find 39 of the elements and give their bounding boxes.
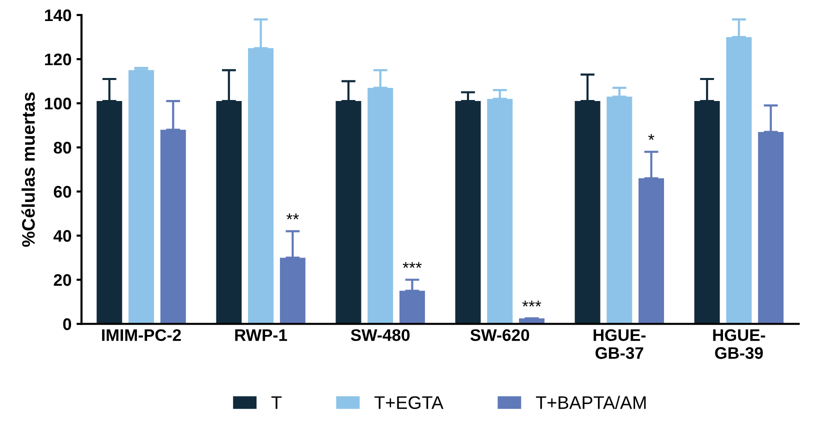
y-tick-label: 140: [45, 9, 72, 22]
bar: [694, 101, 720, 324]
x-tick-label: RWP-1: [235, 329, 288, 341]
legend-label: T+BAPTA/AM: [536, 396, 646, 410]
y-tick-label: 40: [53, 230, 72, 242]
bar: [368, 88, 394, 324]
bar: [160, 130, 186, 324]
y-tick-label: 120: [45, 54, 72, 66]
y-tick-label: 20: [54, 274, 72, 286]
legend-label: T: [271, 396, 282, 409]
bar: [216, 101, 242, 324]
bar: [487, 98, 513, 324]
x-tick-label: IMIM-PC-2: [102, 329, 181, 341]
y-tick-label: 80: [54, 142, 72, 154]
y-axis-title: %Células muertas: [21, 92, 35, 247]
bar: [399, 290, 425, 324]
y-tick-label: 100: [45, 98, 72, 110]
data-label: ***: [522, 300, 542, 307]
y-tick-label: 60: [54, 186, 72, 198]
bar: [574, 101, 600, 324]
x-tick-label: SW-480: [350, 329, 410, 341]
bar: [455, 101, 481, 324]
x-tick-label: SW-620: [470, 329, 530, 341]
bar: [638, 178, 664, 324]
data-label: *: [648, 134, 654, 140]
x-tick-label: HGUE- GB-39: [713, 329, 766, 359]
data-label: **: [286, 214, 299, 220]
legend-label: T+EGTA: [374, 396, 444, 410]
bar: [280, 258, 306, 324]
bar: [606, 96, 632, 324]
bar: [726, 37, 752, 324]
data-label: ***: [402, 262, 422, 268]
x-tick-label: HGUE- GB-37: [594, 329, 646, 359]
bar: [336, 101, 362, 324]
bar: [758, 132, 784, 324]
bar: [96, 101, 122, 324]
bar: [128, 70, 154, 324]
y-tick-label: 0: [63, 318, 72, 330]
bar: [248, 48, 274, 324]
